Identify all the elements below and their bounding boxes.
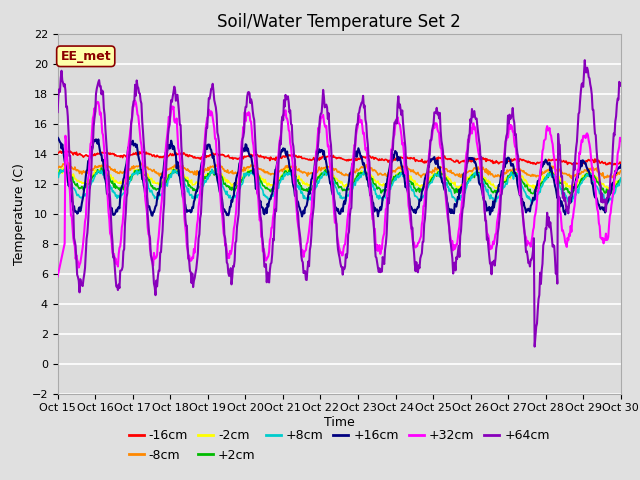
- X-axis label: Time: Time: [324, 416, 355, 429]
- Text: EE_met: EE_met: [60, 50, 111, 63]
- Title: Soil/Water Temperature Set 2: Soil/Water Temperature Set 2: [218, 12, 461, 31]
- Legend: -16cm, -8cm, -2cm, +2cm, +8cm, +16cm, +32cm, +64cm: -16cm, -8cm, -2cm, +2cm, +8cm, +16cm, +3…: [124, 424, 555, 467]
- Y-axis label: Temperature (C): Temperature (C): [13, 163, 26, 264]
